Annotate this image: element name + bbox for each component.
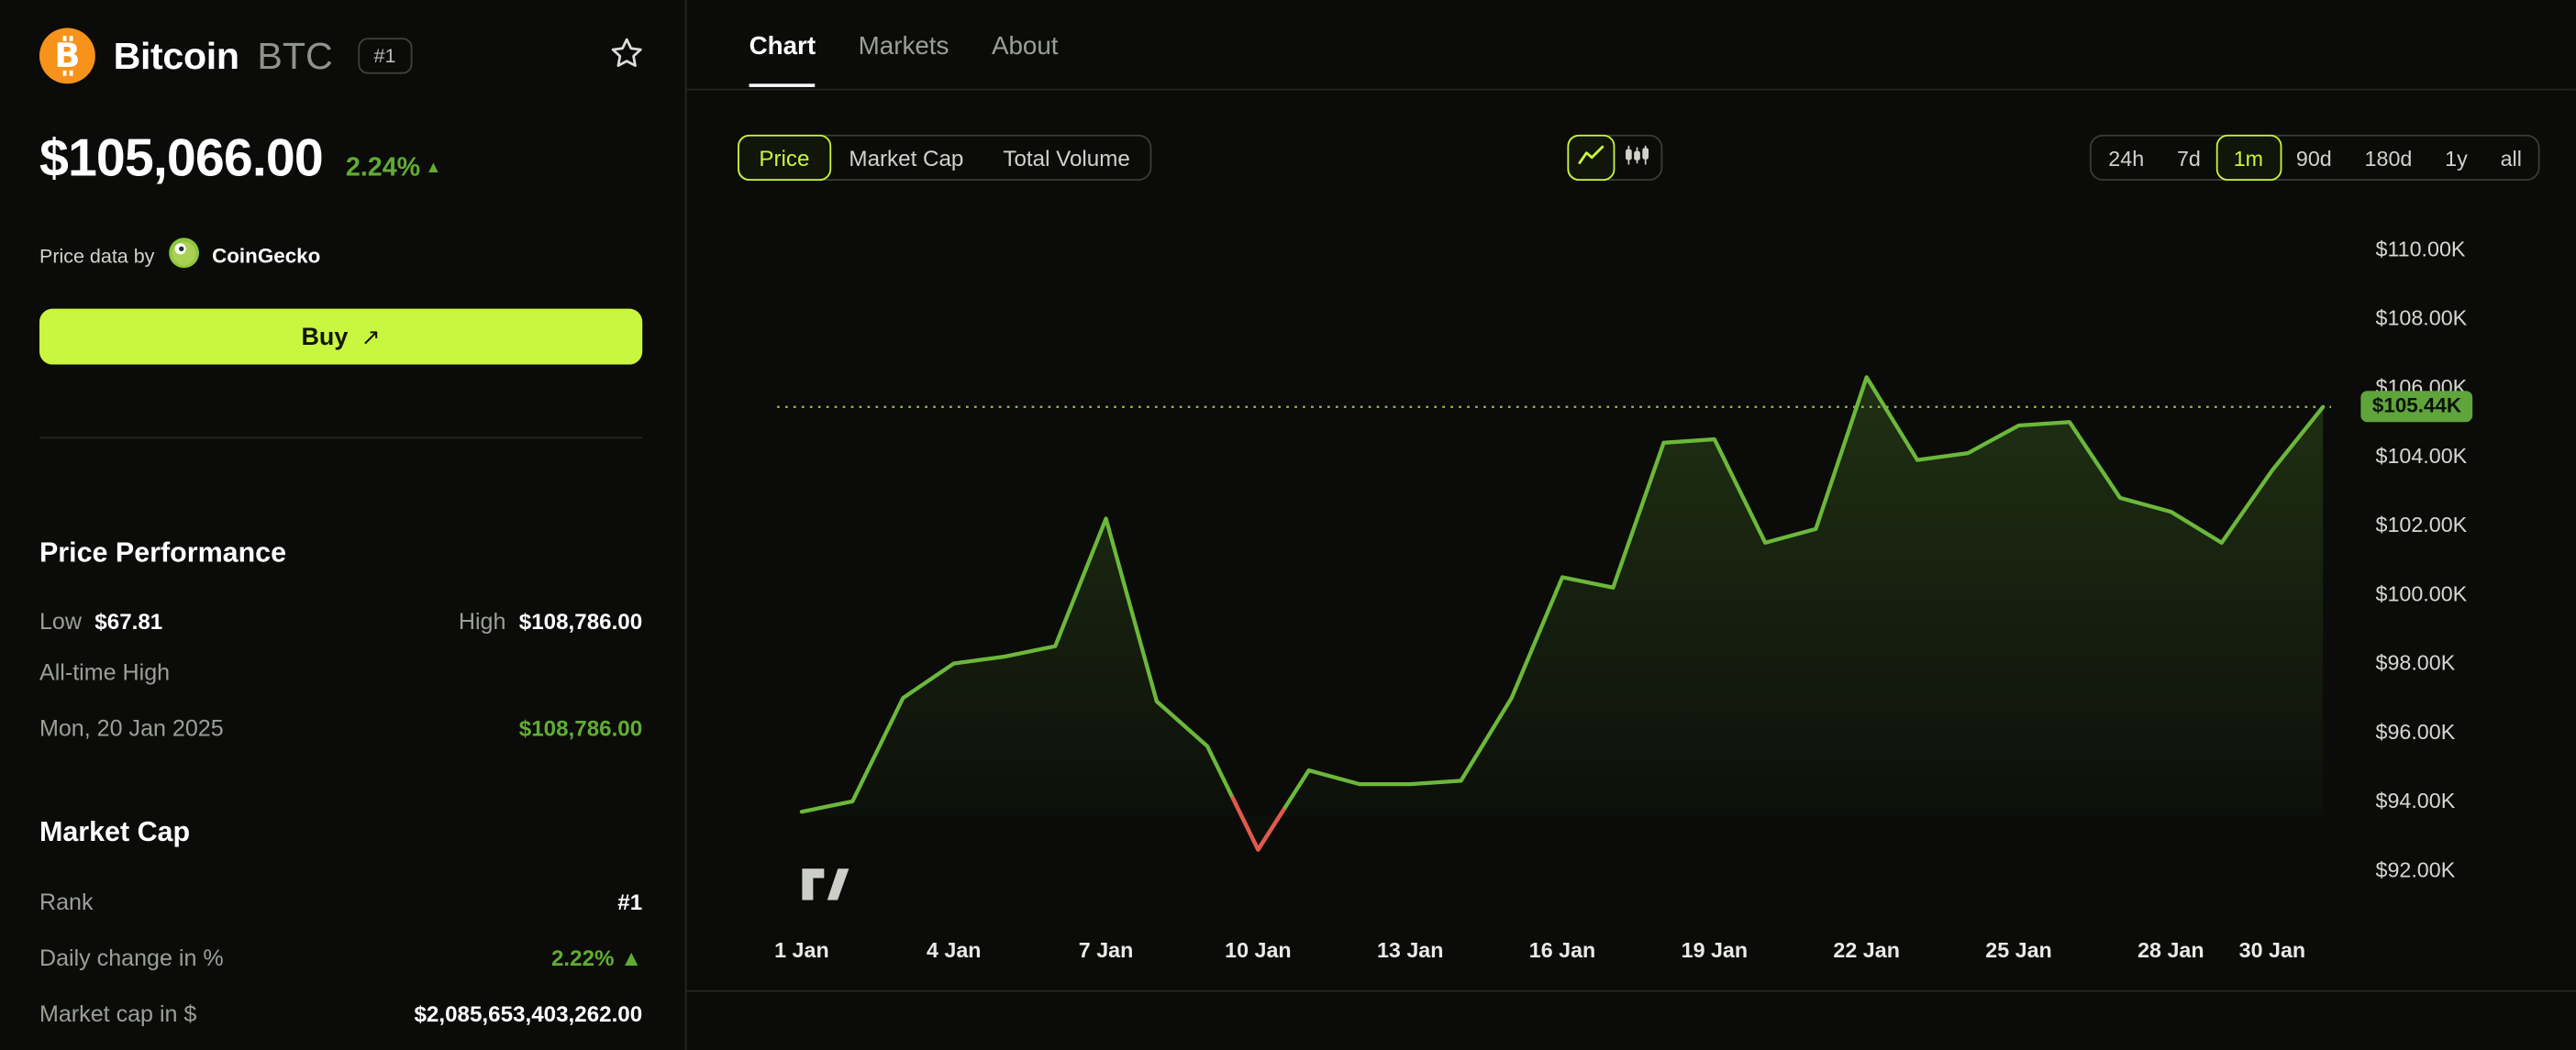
tab-chart[interactable]: Chart [749, 33, 816, 87]
metric-toggle-group: Price Market Cap Total Volume [738, 134, 1152, 181]
coingecko-link[interactable]: CoinGecko [168, 237, 321, 274]
ath-label: All-time High [39, 658, 171, 685]
x-axis-label-1-jan: 1 Jan [774, 937, 829, 963]
y-axis-label-92k: $92.00K [2375, 857, 2456, 882]
price-data-attribution: Price data by CoinGecko [39, 237, 320, 274]
ath-value: $108,786.00 [518, 715, 643, 741]
favorite-star-button[interactable] [608, 35, 646, 78]
y-axis-label-102k: $102.00K [2375, 512, 2468, 537]
chart-type-toggle-group [1567, 134, 1663, 181]
y-axis-label-100k: $100.00K [2375, 580, 2468, 606]
line-chart-type-button[interactable] [1567, 134, 1616, 181]
line-chart-icon [1577, 145, 1604, 171]
x-axis-label-10-jan: 10 Jan [1225, 937, 1292, 963]
coingecko-label: CoinGecko [212, 243, 321, 268]
tabs: Chart Markets About [749, 32, 1059, 87]
range-button-all[interactable]: all [2484, 137, 2538, 180]
arrow-up-right-icon: ↗ [361, 322, 381, 349]
metric-button-price[interactable]: Price [738, 134, 831, 181]
coin-symbol: BTC [257, 33, 333, 77]
low-label: Low [39, 607, 82, 635]
price-line [799, 375, 2326, 852]
coingecko-icon [168, 237, 201, 274]
high-value: $108,786.00 [518, 609, 643, 635]
x-axis-label-25-jan: 25 Jan [1985, 937, 2052, 963]
range-button-180d[interactable]: 180d [2348, 137, 2429, 180]
range-button-24h[interactable]: 24h [2092, 137, 2160, 180]
metric-button-market-cap[interactable]: Market Cap [829, 137, 983, 180]
buy-button[interactable]: Buy ↗ [39, 308, 643, 365]
buy-button-label: Buy [301, 322, 349, 351]
tabs-divider [686, 88, 2576, 91]
row-value: #1 [617, 890, 643, 915]
ath-label-row: All-time High [39, 658, 642, 685]
x-axis-label-16-jan: 16 Jan [1528, 937, 1596, 963]
price-performance-title: Price Performance [39, 536, 287, 569]
x-axis-label-4-jan: 4 Jan [926, 937, 982, 963]
chart-bottom-divider [686, 989, 2576, 992]
x-axis-label-19-jan: 19 Jan [1681, 937, 1749, 963]
sidebar: B Bitcoin BTC #1 $105,066.00 2.2 [0, 0, 687, 1050]
chart-panel: Chart Markets About Price Market Cap Total V… [686, 0, 2576, 1050]
price-row: $105,066.00 2.24% ▲ [39, 128, 441, 189]
candles-chart-type-button[interactable] [1614, 137, 1661, 180]
metric-button-total-volume[interactable]: Total Volume [983, 137, 1149, 180]
svg-text:B: B [54, 36, 80, 75]
y-axis-label-110k: $110.00K [2375, 236, 2466, 261]
range-button-1y[interactable]: 1y [2428, 137, 2483, 180]
market-cap-row-rank: Rank #1 [39, 889, 642, 915]
x-axis-label-28-jan: 28 Jan [2137, 937, 2204, 963]
x-axis-label-7-jan: 7 Jan [1078, 937, 1134, 963]
coin-header: B Bitcoin BTC #1 [39, 27, 646, 85]
sidebar-divider [39, 437, 643, 439]
chart-area-fill [801, 377, 2324, 850]
price-line-dip-red [1230, 796, 1286, 852]
row-value: 2.22% ▲ [550, 945, 643, 971]
candlestick-icon [1623, 145, 1650, 171]
y-axis-label-104k: $104.00K [2375, 443, 2468, 469]
row-label: Daily change in % [39, 944, 224, 971]
bitcoin-logo-icon: B [39, 28, 95, 84]
range-button-1m[interactable]: 1m [2215, 134, 2282, 181]
y-axis-label-96k: $96.00K [2375, 719, 2456, 745]
row-label: Rank [39, 888, 94, 915]
row-label: Market cap in $ [39, 1000, 197, 1027]
x-axis-label-22-jan: 22 Jan [1833, 937, 1900, 963]
market-cap-row-market-cap-in-: Market cap in $ $2,085,653,403,262.00 [39, 1000, 642, 1027]
range-button-90d[interactable]: 90d [2280, 137, 2348, 180]
x-axis-label-13-jan: 13 Jan [1376, 937, 1444, 963]
attribution-prefix: Price data by [39, 243, 155, 268]
chart-controls: Price Market Cap Total Volume 24h 7d 1m 90d 18… [738, 134, 2540, 181]
coin-name: Bitcoin [113, 33, 239, 77]
current-price-axis-badge: $105.44K [2360, 391, 2473, 423]
row-value: $2,085,653,403,262.00 [414, 1001, 643, 1027]
y-axis-label-94k: $94.00K [2375, 788, 2456, 813]
y-axis-label-108k: $108.00K [2375, 305, 2468, 330]
market-cap-title: Market Cap [39, 816, 191, 848]
range-toggle-group: 24h 7d 1m 90d 180d 1y all [2090, 134, 2540, 181]
current-price: $105,066.00 [39, 127, 324, 188]
triangle-up-icon: ▲ [425, 159, 442, 178]
price-change-24h: 2.24% ▲ [345, 154, 442, 182]
tab-markets[interactable]: Markets [858, 32, 949, 61]
market-cap-row-daily-change-in-: Daily change in % 2.22% ▲ [39, 945, 642, 971]
ath-date: Mon, 20 Jan 2025 [39, 713, 224, 741]
rank-badge: #1 [357, 38, 413, 74]
low-value: $67.81 [94, 609, 163, 635]
high-label: High [458, 607, 506, 635]
price-chart[interactable] [777, 230, 2332, 887]
star-icon [608, 35, 646, 78]
low-high-row: Low $67.81 High $108,786.00 [39, 608, 642, 635]
y-axis-label-98k: $98.00K [2375, 650, 2456, 676]
ath-value-row: Mon, 20 Jan 2025 $108,786.00 [39, 714, 642, 741]
range-button-7d[interactable]: 7d [2160, 137, 2217, 180]
tradingview-logo[interactable] [802, 868, 856, 911]
x-axis-label-30-jan: 30 Jan [2238, 937, 2306, 963]
tab-about[interactable]: About [991, 32, 1059, 61]
